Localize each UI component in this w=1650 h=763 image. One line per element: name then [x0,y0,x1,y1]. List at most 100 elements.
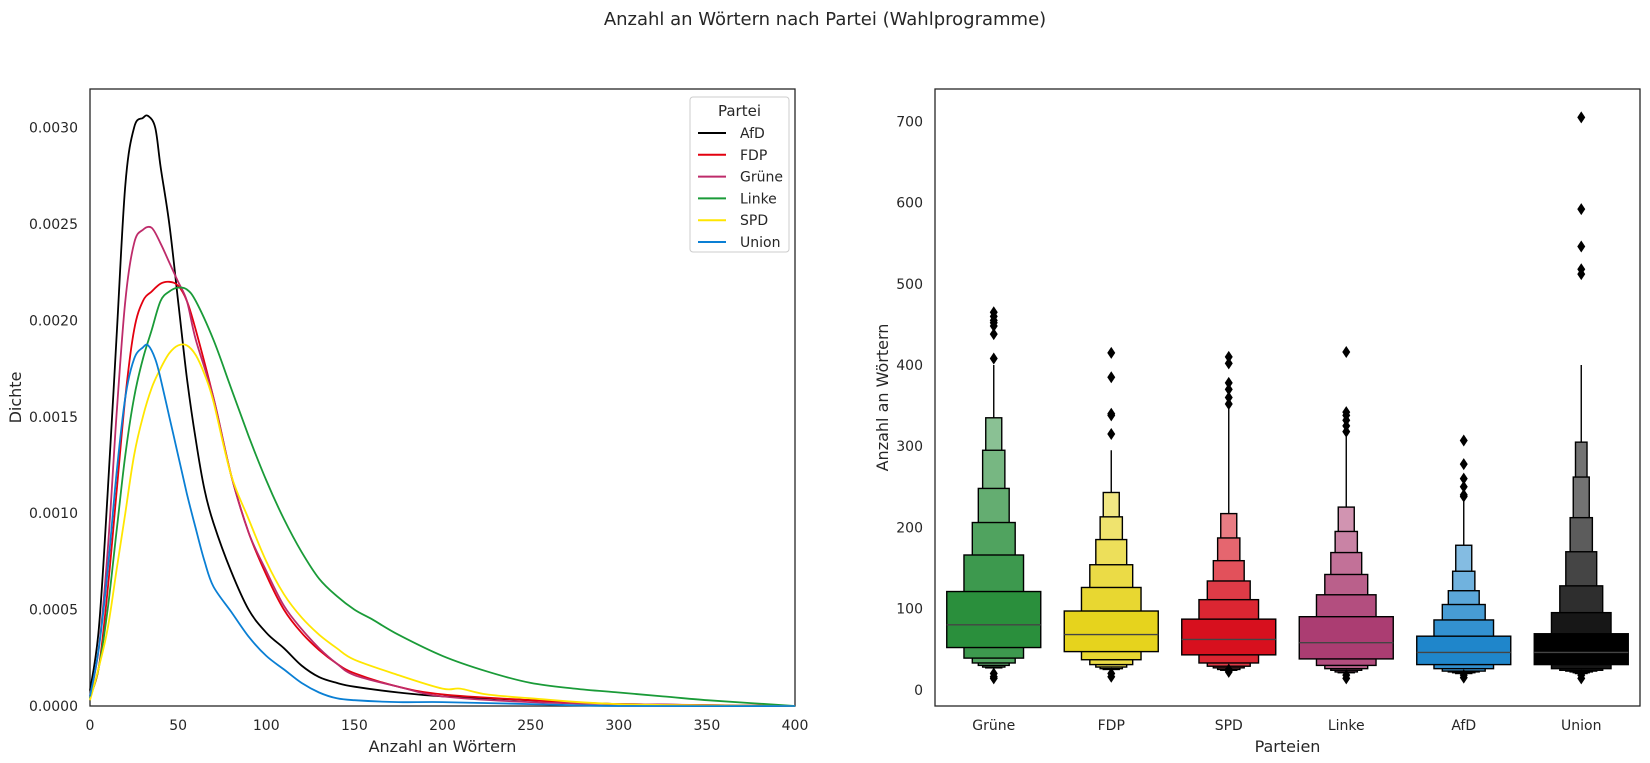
kde-x-tick-label: 200 [429,718,456,734]
legend-label-fdp: FDP [740,148,767,164]
boxen-x-ticks: Grüne FDP SPD Linke AfD Union [972,718,1601,734]
kde-x-tick-label: 300 [605,718,632,734]
boxen-outlier [1107,371,1116,384]
kde-line-gruene [89,225,796,707]
boxen-outlier [1107,670,1116,683]
boxen-outlier [1224,350,1233,363]
kde-y-tick-label: 0.0000 [29,699,78,715]
kde-x-tick-label: 250 [517,718,544,734]
kde-x-axis-label: Anzahl an Wörtern [369,737,517,756]
boxen-y-axis-label: Anzahl an Wörtern [873,324,892,472]
boxen-outlier [1459,472,1468,485]
legend-label-gruene: Grüne [740,170,783,186]
boxen-outlier [989,328,998,341]
kde-line-afd [89,114,796,707]
kde-lines [89,114,796,708]
legend-box [689,96,790,253]
kde-y-ticks: 0.0000 0.0005 0.0010 0.0015 0.0020 0.0025 0.00… [29,121,78,715]
kde-x-tick-label: 400 [782,718,809,734]
boxen-box [946,590,1042,649]
kde-line-spd [89,343,796,707]
kde-y-tick-label: 0.0010 [29,506,78,522]
boxen-group-spd [1181,350,1277,678]
boxen-x-axis-label: Parteien [1255,737,1321,756]
kde-x-tick-label: 50 [169,718,187,734]
boxen-box [1063,610,1159,653]
boxen-box [1298,615,1394,660]
boxen-outlier [1342,346,1351,359]
boxen-y-ticks: 0 100 200 300 400 500 600 700 [896,114,923,698]
boxen-outlier [1342,425,1351,438]
kde-legend: Partei AfD FDP Grüne Linke SPD Union [689,96,790,253]
figure-title: Anzahl an Wörtern nach Partei (Wahlprogr… [604,9,1046,30]
boxen-outlier [989,672,998,685]
kde-plot-frame [89,88,796,707]
legend-label-spd: SPD [740,213,768,229]
boxen-y-tick-label: 700 [896,114,923,130]
boxen-group-fdp [1063,346,1159,683]
kde-line-union [89,343,796,708]
kde-x-tick-label: 350 [694,718,721,734]
boxen-box [1181,618,1277,656]
boxen-outlier [989,352,998,365]
boxen-outlier [1459,458,1468,471]
boxen-outlier [989,320,998,333]
boxen-outlier [1107,346,1116,359]
boxen-box [1416,635,1512,666]
boxen-outlier [1224,665,1233,678]
boxen-y-tick-label: 100 [896,602,923,618]
boxen-outlier [1107,409,1116,422]
kde-y-axis-label: Dichte [6,372,25,424]
legend-items: AfD FDP Grüne Linke SPD Union [698,126,783,251]
kde-line-fdp [89,280,796,707]
boxen-outlier [1224,397,1233,410]
legend-label-union: Union [740,235,780,251]
boxen-y-tick-label: 0 [914,683,923,699]
kde-x-tick-label: 100 [253,718,280,734]
boxen-plot-frame [934,88,1641,707]
boxen-group-linke [1298,346,1394,685]
boxen-outlier [1459,490,1468,503]
boxen-outlier [1224,383,1233,396]
boxen-outlier [1459,434,1468,447]
boxen-y-tick-label: 500 [896,277,923,293]
boxen-x-tick-label: SPD [1215,718,1243,734]
boxen-outlier [1577,268,1586,281]
legend-label-linke: Linke [740,191,777,207]
boxen-group-gruene [946,306,1042,685]
boxen-outlier [1459,480,1468,493]
kde-y-tick-label: 0.0020 [29,313,78,329]
kde-x-tick-label: 0 [86,718,95,734]
boxen-y-tick-label: 200 [896,520,923,536]
kde-y-tick-label: 0.0005 [29,603,78,619]
boxen-outlier [1224,391,1233,404]
kde-chart: 0 50 100 150 200 250 300 350 400 0.00000.00050.0… [6,88,809,756]
boxen-outlier [1577,203,1586,216]
kde-line-linke [89,286,796,707]
kde-y-tick-label: 0.0015 [29,410,78,426]
kde-y-tick-label: 0.0030 [29,121,78,137]
boxen-outlier [1577,672,1586,685]
boxen-x-tick-label: AfD [1451,718,1476,734]
boxen-outlier [1342,672,1351,685]
boxen-outlier [1107,428,1116,441]
boxen-y-tick-label: 300 [896,439,923,455]
boxen-x-tick-label: Grüne [972,718,1015,734]
boxen-outlier [1224,357,1233,370]
boxen-x-tick-label: FDP [1098,718,1125,734]
boxen-x-tick-label: Union [1561,718,1601,734]
boxen-y-tick-label: 600 [896,196,923,212]
kde-x-ticks: 0 50 100 150 200 250 300 350 400 [86,718,809,734]
boxen-group-afd [1416,434,1512,684]
boxen-box [1533,633,1629,666]
boxen-outlier [1459,671,1468,684]
legend-title: Partei [718,102,761,120]
boxen-y-tick-label: 400 [896,358,923,374]
boxen-group-union [1533,111,1629,685]
boxen-outlier [1577,240,1586,253]
legend-label-afd: AfD [740,126,765,142]
kde-y-tick-label: 0.0025 [29,217,78,233]
boxen-x-tick-label: Linke [1328,718,1365,734]
boxen-outlier [1577,111,1586,124]
